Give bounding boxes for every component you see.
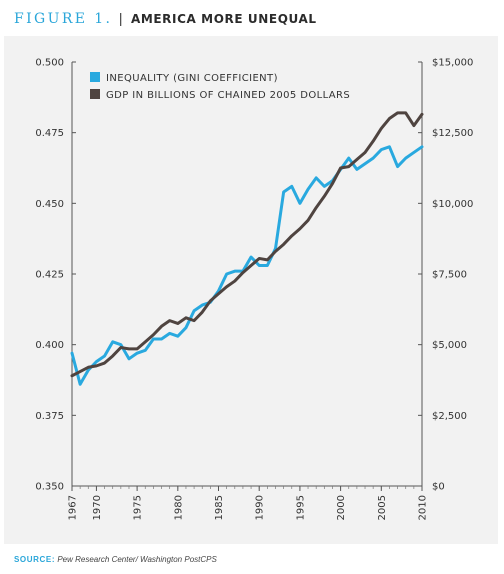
source-text: Pew Research Center/ Washington PostCPS	[57, 555, 217, 564]
y-right-tick-label: $10,000	[432, 199, 473, 210]
legend-swatch-gdp	[90, 89, 100, 99]
gdp-series-line	[70, 111, 424, 378]
figure-separator: |	[118, 10, 123, 26]
y-right-tick-label: $5,000	[432, 340, 467, 351]
legend-swatch-inequality	[90, 72, 100, 82]
x-tick-label: 1975	[133, 495, 144, 520]
figure-title: AMERICA MORE UNEQUAL	[130, 12, 317, 26]
y-right-tick-label: $7,500	[432, 270, 467, 281]
y-left-tick-label: 0.475	[35, 128, 64, 139]
source-note: SOURCE: Pew Research Center/ Washington …	[14, 555, 217, 564]
figure-header: FIGURE 1. | AMERICA MORE UNEQUAL	[14, 10, 317, 28]
source-label: SOURCE:	[14, 555, 56, 564]
y-right-tick-label: $0	[432, 482, 445, 493]
x-tick-label: 2000	[336, 495, 347, 520]
y-left-tick-label: 0.450	[35, 199, 64, 210]
y-left-tick-label: 0.375	[35, 411, 64, 422]
legend-label-inequality: INEQUALITY (GINI COEFFICIENT)	[106, 73, 278, 84]
legend-label-gdp: GDP IN BILLIONS OF CHAINED 2005 DOLLARS	[106, 90, 350, 101]
y-right-tick-label: $12,500	[432, 128, 473, 139]
x-tick-label: 2010	[418, 495, 429, 520]
x-tick-label: 1990	[255, 495, 266, 520]
y-left-tick-label: 0.425	[35, 270, 64, 281]
y-left-tick-label: 0.500	[35, 58, 64, 69]
y-right-tick-label: $2,500	[432, 411, 467, 422]
y-right-tick-label: $15,000	[432, 58, 473, 69]
x-tick-label: 1995	[295, 495, 306, 520]
y-left-tick-label: 0.350	[35, 482, 64, 493]
x-tick-label: 1980	[173, 495, 184, 520]
figure-label: FIGURE 1.	[14, 11, 113, 27]
line-chart: 0.350 0.375 0.400 0.425 0.450 0.475 0.500 $0 $2,…	[35, 58, 473, 521]
y-left-tick-label: 0.400	[35, 340, 64, 351]
x-tick-label: 2005	[377, 495, 388, 520]
chart-panel: 0.350 0.375 0.400 0.425 0.450 0.475 0.500 $0 $2,…	[4, 36, 498, 544]
x-tick-label: 1985	[214, 495, 225, 520]
x-tick-label: 1967	[68, 495, 79, 520]
inequality-series-line	[70, 145, 424, 386]
x-tick-label: 1970	[92, 495, 103, 520]
